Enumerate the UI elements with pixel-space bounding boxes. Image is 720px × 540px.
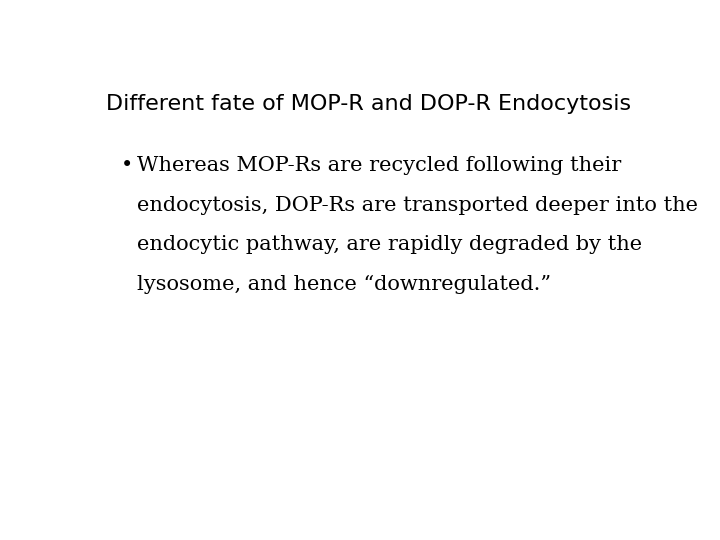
Text: endocytosis, DOP-Rs are transported deeper into the: endocytosis, DOP-Rs are transported deep…	[138, 196, 698, 215]
Text: Different fate of MOP-R and DOP-R Endocytosis: Different fate of MOP-R and DOP-R Endocy…	[107, 94, 631, 114]
Text: •: •	[121, 156, 133, 176]
Text: lysosome, and hence “downregulated.”: lysosome, and hence “downregulated.”	[138, 275, 552, 294]
Text: Whereas MOP-Rs are recycled following their: Whereas MOP-Rs are recycled following th…	[138, 156, 621, 176]
Text: endocytic pathway, are rapidly degraded by the: endocytic pathway, are rapidly degraded …	[138, 235, 642, 254]
